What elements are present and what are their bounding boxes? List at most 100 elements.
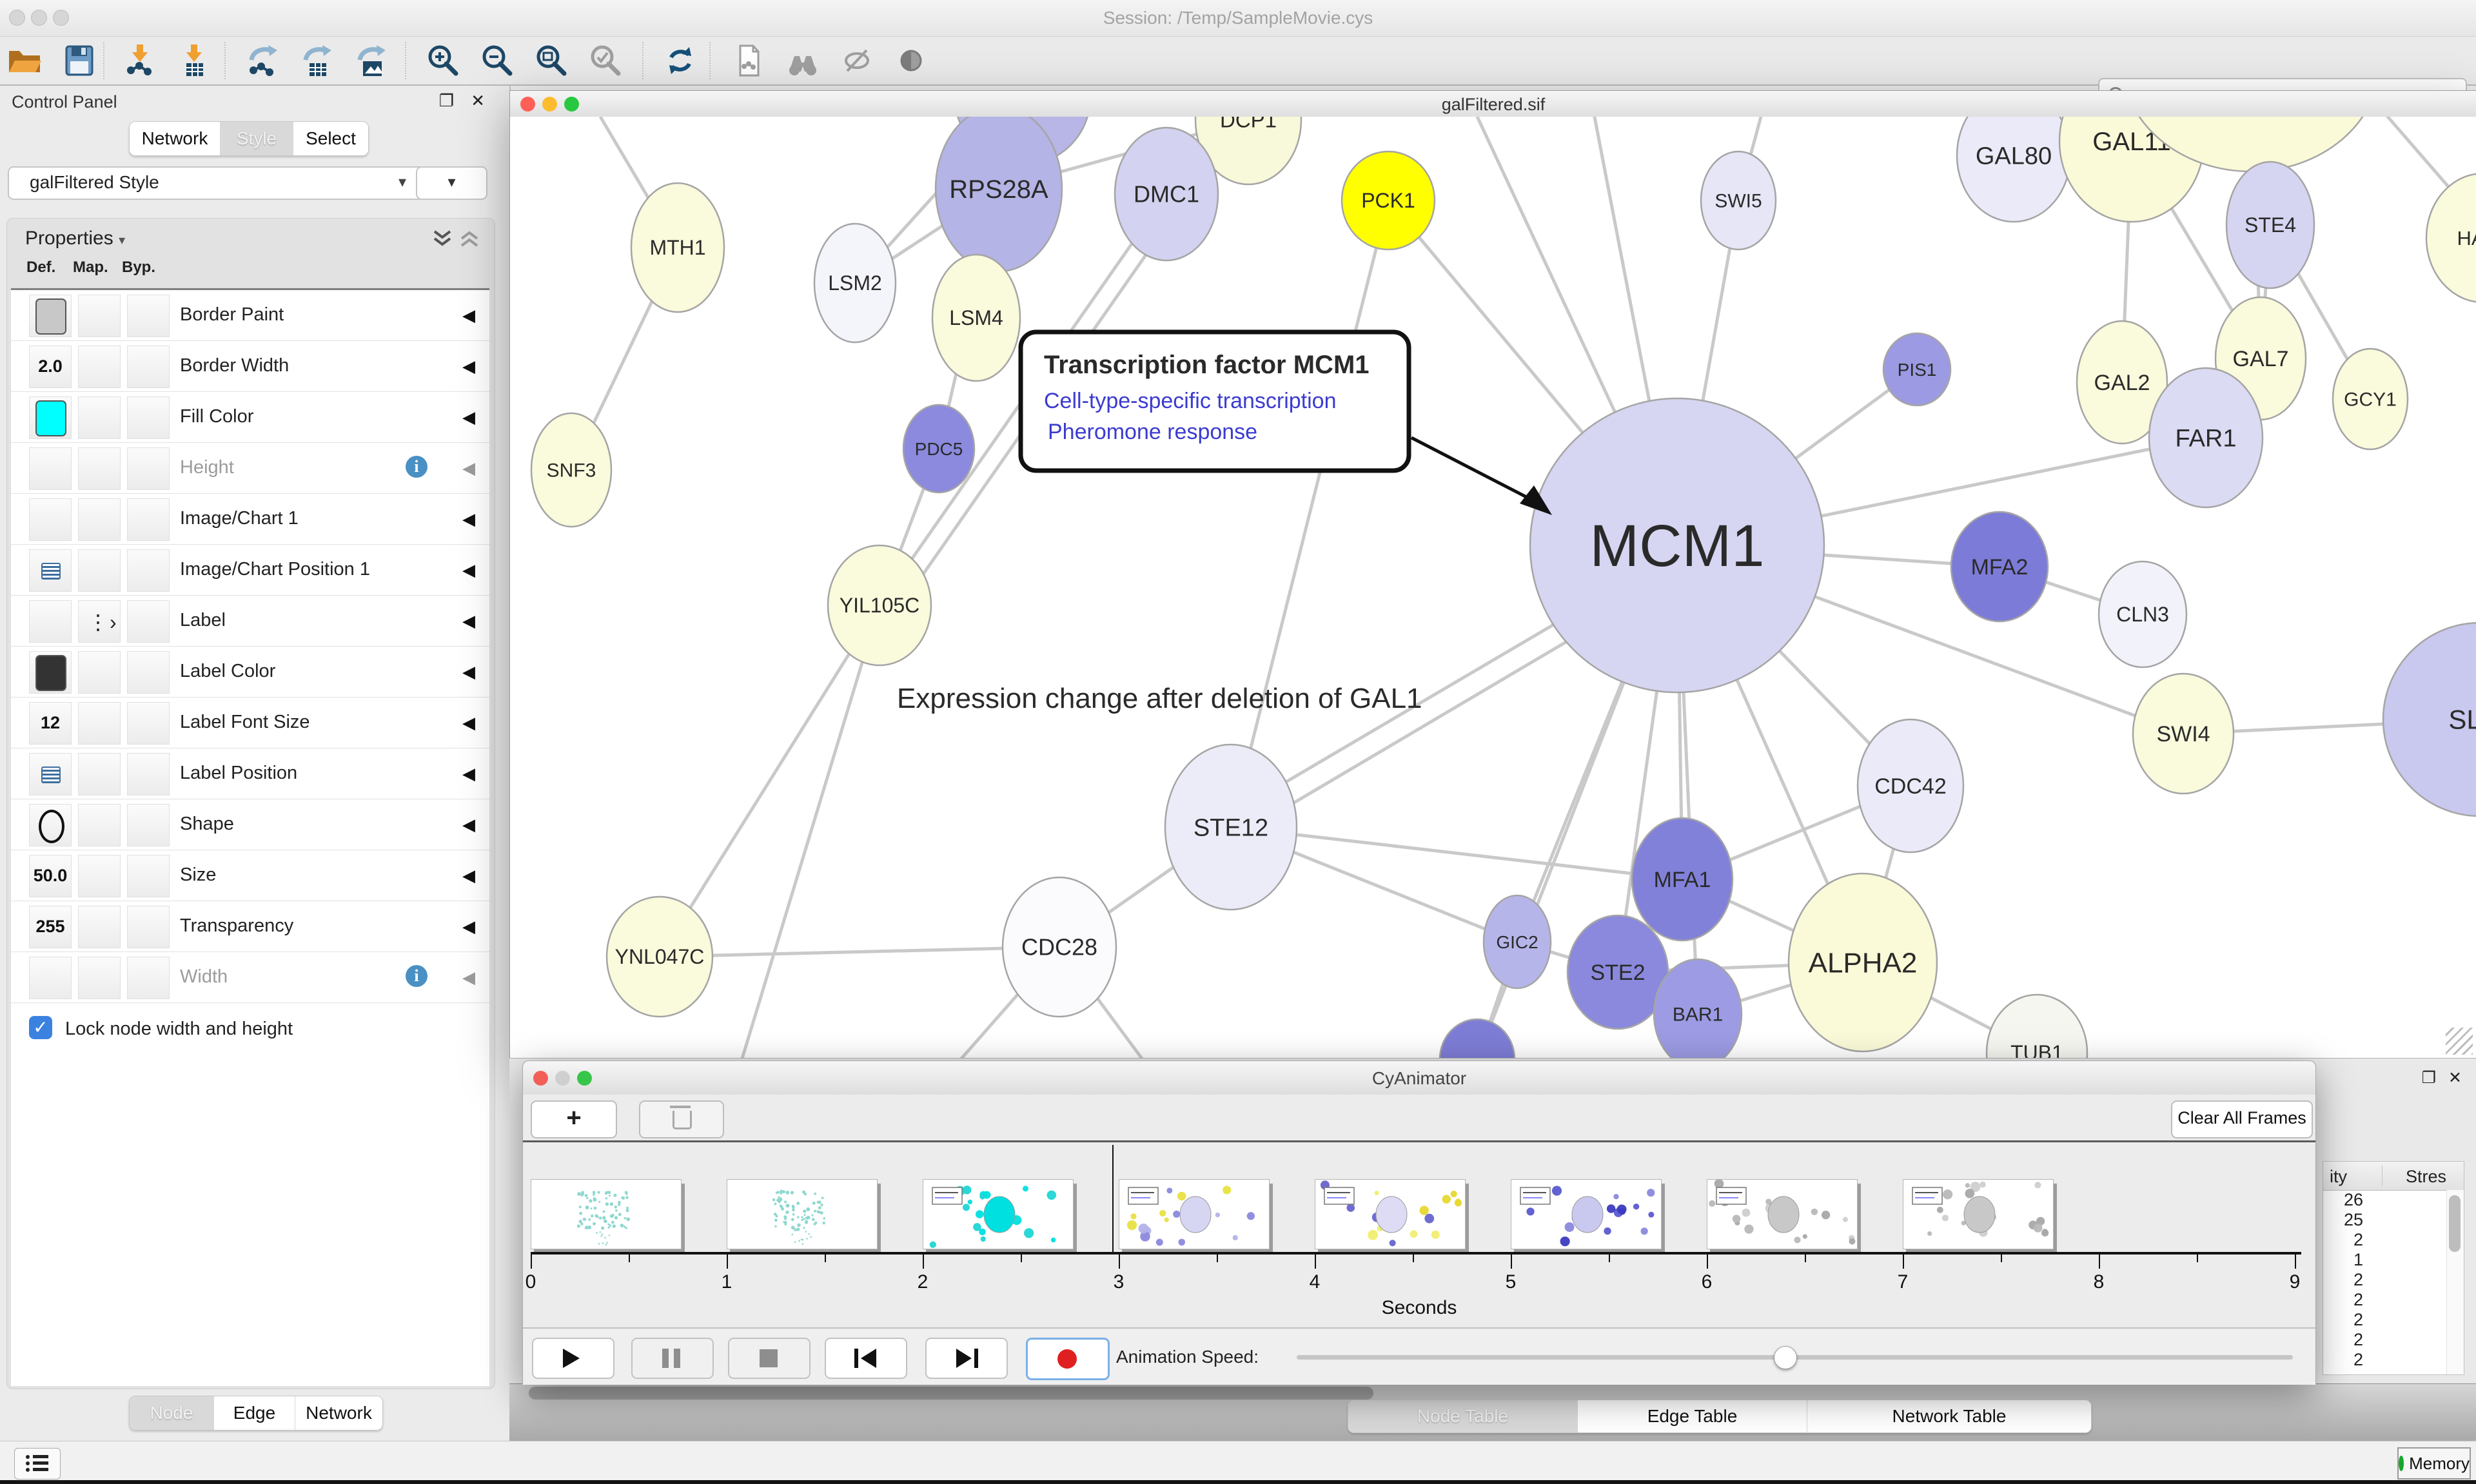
table-scrollbar[interactable] <box>2446 1190 2464 1374</box>
property-row-shape[interactable]: Shape ◀ <box>11 799 489 850</box>
open-session-icon[interactable] <box>8 43 43 78</box>
expand-arrow-icon[interactable]: ◀ <box>462 764 475 783</box>
refresh-network-icon[interactable] <box>663 43 698 78</box>
network-node-SWI4[interactable]: SWI4 <box>2132 672 2235 795</box>
cyanimator-titlebar[interactable]: CyAnimator <box>523 1061 2315 1095</box>
frame-thumbnail-2[interactable] <box>923 1179 1074 1249</box>
hide-details-icon[interactable] <box>840 43 874 78</box>
bypass-cell[interactable] <box>127 549 170 592</box>
table-header[interactable]: ity Stres <box>2323 1162 2464 1191</box>
tab-network-table[interactable]: Network Table <box>1807 1400 2091 1432</box>
network-node-YIL105C[interactable]: YIL105C <box>827 544 932 667</box>
annotation-link[interactable]: Cell-type-specific transcription <box>1044 389 1337 413</box>
minimize-icon[interactable] <box>555 1071 570 1086</box>
expand-arrow-icon[interactable]: ◀ <box>462 968 475 987</box>
mapping-cell[interactable] <box>78 447 121 490</box>
property-row-border-paint[interactable]: Border Paint ◀ <box>11 290 489 341</box>
table-row[interactable]: 25 <box>2343 1210 2363 1229</box>
network-node-GAL2[interactable]: GAL2 <box>2076 320 2168 445</box>
close-window-icon[interactable] <box>9 10 25 26</box>
tab-network[interactable]: Network <box>130 122 221 155</box>
network-node-DMC1[interactable]: DMC1 <box>1114 126 1219 262</box>
network-node-DCP1[interactable]: DCP1 <box>1194 117 1302 186</box>
property-row-transparency[interactable]: 255 Transparency ◀ <box>11 901 489 952</box>
expand-arrow-icon[interactable]: ◀ <box>462 407 475 427</box>
table-row[interactable]: 2 <box>2353 1350 2363 1369</box>
column-divider[interactable] <box>2382 1166 2383 1186</box>
bypass-cell[interactable] <box>127 855 170 897</box>
network-node-SLT2[interactable]: SLT2 <box>2382 621 2476 817</box>
default-value-cell[interactable] <box>29 753 72 796</box>
default-value-cell[interactable]: 2.0 <box>29 346 72 388</box>
network-node-TUB1[interactable]: TUB1 <box>1985 993 2088 1059</box>
expand-arrow-icon[interactable]: ◀ <box>462 458 475 478</box>
network-node-HAP2[interactable]: HAP2 <box>2425 173 2476 303</box>
bypass-cell[interactable] <box>127 447 170 490</box>
network-node-GCY1[interactable]: GCY1 <box>2332 347 2409 451</box>
network-node-RPS28A[interactable]: RPS28A <box>934 117 1063 273</box>
export-image-icon[interactable] <box>355 43 389 78</box>
default-value-cell[interactable]: 255 <box>29 906 72 948</box>
import-table-icon[interactable] <box>177 43 211 78</box>
network-node-MTH1[interactable]: MTH1 <box>630 182 725 313</box>
float-panel-icon[interactable]: ❐ <box>438 91 454 110</box>
info-icon[interactable]: i <box>406 456 427 478</box>
mapping-cell[interactable] <box>78 295 121 337</box>
memory-button[interactable]: Memory <box>2397 1447 2471 1479</box>
default-value-cell[interactable] <box>29 295 72 337</box>
network-node-CLN3[interactable]: CLN3 <box>2098 560 2188 669</box>
export-network-icon[interactable] <box>246 43 281 78</box>
table-row[interactable]: 2 <box>2353 1310 2363 1329</box>
playhead[interactable] <box>1112 1145 1114 1252</box>
frame-thumbnail-1[interactable] <box>727 1179 878 1249</box>
expand-arrow-icon[interactable]: ◀ <box>462 509 475 529</box>
property-row-label-font-size[interactable]: 12 Label Font Size ◀ <box>11 698 489 748</box>
bypass-cell[interactable] <box>127 906 170 948</box>
properties-header[interactable]: Properties ▾ <box>25 228 126 249</box>
close-icon[interactable] <box>520 97 535 112</box>
horizontal-scrollbar[interactable] <box>529 1387 1373 1400</box>
network-window-titlebar[interactable]: galFiltered.sif <box>510 91 2476 117</box>
network-node-CDC42[interactable]: CDC42 <box>1856 718 1965 854</box>
mapping-cell[interactable] <box>78 549 121 592</box>
frame-thumbnail-0[interactable] <box>531 1179 682 1249</box>
mapping-cell[interactable] <box>78 957 121 999</box>
property-row-image-chart-1[interactable]: Image/Chart 1 ◀ <box>11 494 489 545</box>
default-value-cell[interactable] <box>29 957 72 999</box>
mapping-cell[interactable] <box>78 753 121 796</box>
play-button[interactable] <box>532 1338 614 1379</box>
style-options-button[interactable]: ▾ <box>416 166 487 200</box>
network-node-BAR1[interactable]: BAR1 <box>1653 958 1743 1059</box>
table-row[interactable]: 2 <box>2353 1230 2363 1249</box>
network-node-SNF3[interactable]: SNF3 <box>530 412 613 528</box>
mapping-cell[interactable]: ⋮› <box>78 600 121 643</box>
bypass-cell[interactable] <box>127 753 170 796</box>
property-row-label[interactable]: ⋮› Label ◀ <box>11 596 489 647</box>
expand-arrow-icon[interactable]: ◀ <box>462 866 475 885</box>
network-node-ALPHA2[interactable]: ALPHA2 <box>1787 872 1938 1053</box>
mapping-cell[interactable] <box>78 804 121 846</box>
frame-thumbnail-3[interactable] <box>1119 1179 1270 1249</box>
close-icon[interactable] <box>533 1071 548 1086</box>
table-row[interactable]: 2 <box>2353 1270 2363 1289</box>
bypass-cell[interactable] <box>127 600 170 643</box>
expand-arrow-icon[interactable]: ◀ <box>462 611 475 630</box>
bypass-cell[interactable] <box>127 346 170 388</box>
bypass-cell[interactable] <box>127 396 170 439</box>
default-value-cell[interactable]: 50.0 <box>29 855 72 897</box>
zoom-out-icon[interactable] <box>480 43 515 78</box>
minimize-window-icon[interactable] <box>31 10 47 26</box>
pause-button[interactable] <box>631 1338 714 1379</box>
clone-network-icon[interactable] <box>731 43 766 78</box>
lock-size-checkbox[interactable]: ✓ <box>29 1016 52 1039</box>
tab-edge[interactable]: Edge <box>214 1396 295 1430</box>
network-node-CDC28[interactable]: CDC28 <box>1001 876 1117 1018</box>
speed-slider-handle[interactable] <box>1774 1346 1798 1369</box>
network-node-MFA1[interactable]: MFA1 <box>1631 817 1734 942</box>
clear-all-frames-button[interactable]: Clear All Frames <box>2171 1100 2313 1138</box>
annotation-box[interactable]: Transcription factor MCM1 Cell-type-speci… <box>1018 329 1411 473</box>
minimize-icon[interactable] <box>542 97 557 112</box>
timeline[interactable]: 0 1 2 3 4 5 6 7 8 9 Seconds <box>523 1142 2315 1327</box>
table-row[interactable]: 1 <box>2353 1250 2363 1269</box>
default-value-cell[interactable] <box>29 447 72 490</box>
